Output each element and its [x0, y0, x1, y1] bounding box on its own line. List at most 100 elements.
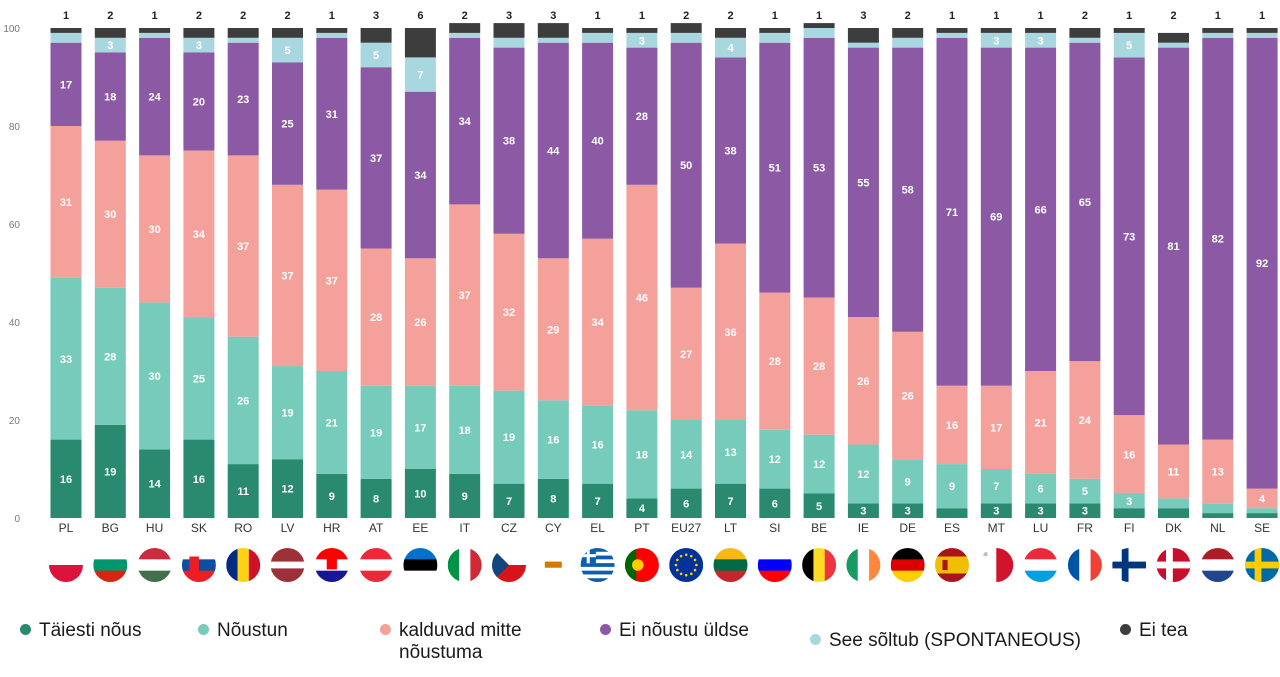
bar-segment — [847, 503, 879, 518]
data-label-top: 2 — [905, 10, 911, 22]
bar-segment — [1025, 47, 1057, 371]
data-label: 12 — [769, 454, 781, 466]
y-tick-label: 60 — [9, 220, 21, 231]
bar-segment — [493, 483, 525, 518]
flag-es-icon — [935, 548, 969, 582]
bar-segment — [1069, 478, 1101, 504]
bar-segment — [670, 32, 702, 43]
data-label: 28 — [813, 361, 825, 373]
bar-segment — [847, 444, 879, 504]
y-tick-label: 20 — [9, 416, 21, 427]
legend-swatch — [380, 624, 391, 635]
data-label: 4 — [727, 43, 734, 55]
bar-segment — [582, 405, 614, 484]
data-label-top: 1 — [639, 10, 645, 22]
x-tick-label: AT — [369, 521, 384, 535]
bar-segment — [316, 32, 348, 38]
flag-se-icon — [1245, 548, 1280, 582]
data-label: 66 — [1034, 204, 1046, 216]
data-label-top: 2 — [284, 10, 290, 22]
flag-dk-icon — [1156, 548, 1191, 582]
data-label: 51 — [769, 163, 781, 175]
bar-segment — [1025, 371, 1057, 474]
data-label-top: 1 — [772, 10, 778, 22]
bar-segment — [759, 488, 791, 518]
bar-segment — [980, 503, 1012, 518]
bar-segment — [670, 420, 702, 489]
x-tick-label: EU27 — [671, 521, 701, 535]
bar-segment — [715, 28, 746, 38]
data-label: 24 — [148, 92, 161, 104]
bar-segment — [1025, 473, 1057, 504]
bar-segment — [449, 32, 481, 38]
bar-group-ie: 3 12 26 55 3 IE — [846, 10, 881, 582]
bar-group-lv: 12 19 37 25 5 2 LV — [270, 10, 305, 582]
bar-segment — [316, 28, 348, 33]
data-label: 28 — [769, 356, 781, 368]
bar-segment — [537, 400, 569, 479]
flag-ie-icon — [846, 548, 881, 582]
data-label: 27 — [680, 349, 692, 361]
bar-segment — [582, 32, 614, 43]
bar-segment — [936, 508, 968, 518]
bar-segment — [1113, 508, 1145, 518]
legend-item: kalduvad mitte nõustuma — [380, 620, 590, 664]
bar-segment — [847, 42, 879, 48]
data-label: 73 — [1123, 231, 1135, 243]
data-label-top: 1 — [1126, 10, 1132, 22]
x-tick-label: SE — [1254, 521, 1270, 535]
x-tick-label: FR — [1077, 521, 1093, 535]
data-label: 37 — [237, 241, 249, 253]
data-label: 5 — [1082, 486, 1088, 498]
bar-group-hu: 14 30 30 24 1 HU — [137, 10, 172, 582]
bar-segment — [670, 287, 702, 420]
data-label: 71 — [946, 207, 958, 219]
flag-de-icon — [890, 548, 925, 582]
data-label: 9 — [329, 491, 335, 503]
bar-segment — [1202, 439, 1234, 504]
data-label: 13 — [724, 447, 736, 459]
data-label: 30 — [104, 209, 116, 221]
data-label: 3 — [905, 506, 911, 518]
bar-segment — [1202, 503, 1234, 514]
data-label: 6 — [683, 498, 689, 510]
bar-segment — [936, 28, 968, 33]
bar-segment — [1025, 32, 1057, 48]
bar-segment — [715, 243, 746, 420]
bar-group-lt: 7 13 36 38 4 2 LT — [713, 10, 748, 582]
bar-segment — [1069, 28, 1101, 38]
data-label: 28 — [636, 111, 648, 123]
bar-segment — [139, 28, 171, 33]
bar-group-cz: 7 19 32 38 3 CZ — [492, 10, 526, 582]
bar-segment — [404, 385, 436, 469]
flag-cy-icon — [536, 548, 571, 582]
bar-segment — [316, 473, 348, 518]
bar-segment — [715, 420, 746, 484]
bar-segment — [759, 32, 791, 43]
bar-segment — [626, 47, 658, 185]
bar-group-fr: 3 5 24 65 2 FR — [1067, 10, 1102, 582]
data-label-top: 2 — [683, 10, 689, 22]
x-tick-label: LU — [1033, 521, 1048, 535]
flag-fi-icon — [1112, 548, 1147, 582]
x-tick-label: RO — [234, 521, 252, 535]
bar-group-mt: 3 7 17 69 3 1 MT — [979, 10, 1014, 582]
x-tick-label: PT — [634, 521, 650, 535]
data-label-top: 2 — [196, 10, 202, 22]
bar-segment — [50, 32, 82, 43]
data-label: 81 — [1167, 241, 1179, 253]
bar-segment — [183, 439, 215, 518]
data-label: 8 — [373, 493, 379, 505]
bar-segment — [1025, 503, 1057, 518]
x-tick-label: ES — [944, 521, 960, 535]
bar-group-nl: 13 82 1 NL — [1200, 10, 1235, 582]
bar-segment — [360, 67, 392, 249]
bar-segment — [183, 37, 215, 53]
data-label: 28 — [104, 351, 116, 363]
data-label-top: 2 — [107, 10, 113, 22]
x-tick-label: HU — [146, 521, 163, 535]
data-label-top: 2 — [1170, 10, 1176, 22]
data-label: 17 — [414, 422, 426, 434]
data-label: 16 — [547, 435, 559, 447]
data-label: 37 — [459, 290, 471, 302]
